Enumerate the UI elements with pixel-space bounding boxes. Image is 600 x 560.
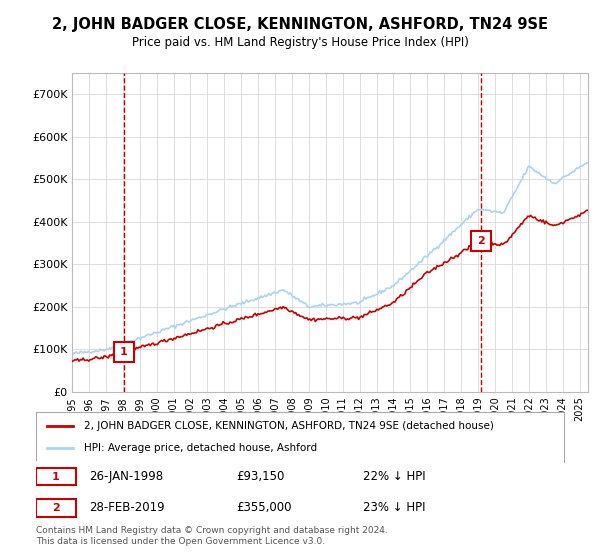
Text: 1: 1	[52, 472, 59, 482]
Text: 2: 2	[477, 236, 485, 246]
Text: 2: 2	[52, 503, 59, 513]
FancyBboxPatch shape	[36, 499, 76, 517]
Text: £93,150: £93,150	[236, 470, 285, 483]
Text: 28-FEB-2019: 28-FEB-2019	[89, 501, 164, 515]
Text: 2, JOHN BADGER CLOSE, KENNINGTON, ASHFORD, TN24 9SE (detached house): 2, JOHN BADGER CLOSE, KENNINGTON, ASHFOR…	[83, 421, 493, 431]
Text: 26-JAN-1998: 26-JAN-1998	[89, 470, 163, 483]
Text: £355,000: £355,000	[236, 501, 292, 515]
Text: 23% ↓ HPI: 23% ↓ HPI	[364, 501, 426, 515]
Text: 22% ↓ HPI: 22% ↓ HPI	[364, 470, 426, 483]
FancyBboxPatch shape	[36, 468, 76, 486]
Text: HPI: Average price, detached house, Ashford: HPI: Average price, detached house, Ashf…	[83, 443, 317, 453]
Text: 1: 1	[120, 347, 128, 357]
Text: Price paid vs. HM Land Registry's House Price Index (HPI): Price paid vs. HM Land Registry's House …	[131, 36, 469, 49]
Text: Contains HM Land Registry data © Crown copyright and database right 2024.
This d: Contains HM Land Registry data © Crown c…	[36, 526, 388, 546]
Text: 2, JOHN BADGER CLOSE, KENNINGTON, ASHFORD, TN24 9SE: 2, JOHN BADGER CLOSE, KENNINGTON, ASHFOR…	[52, 17, 548, 32]
